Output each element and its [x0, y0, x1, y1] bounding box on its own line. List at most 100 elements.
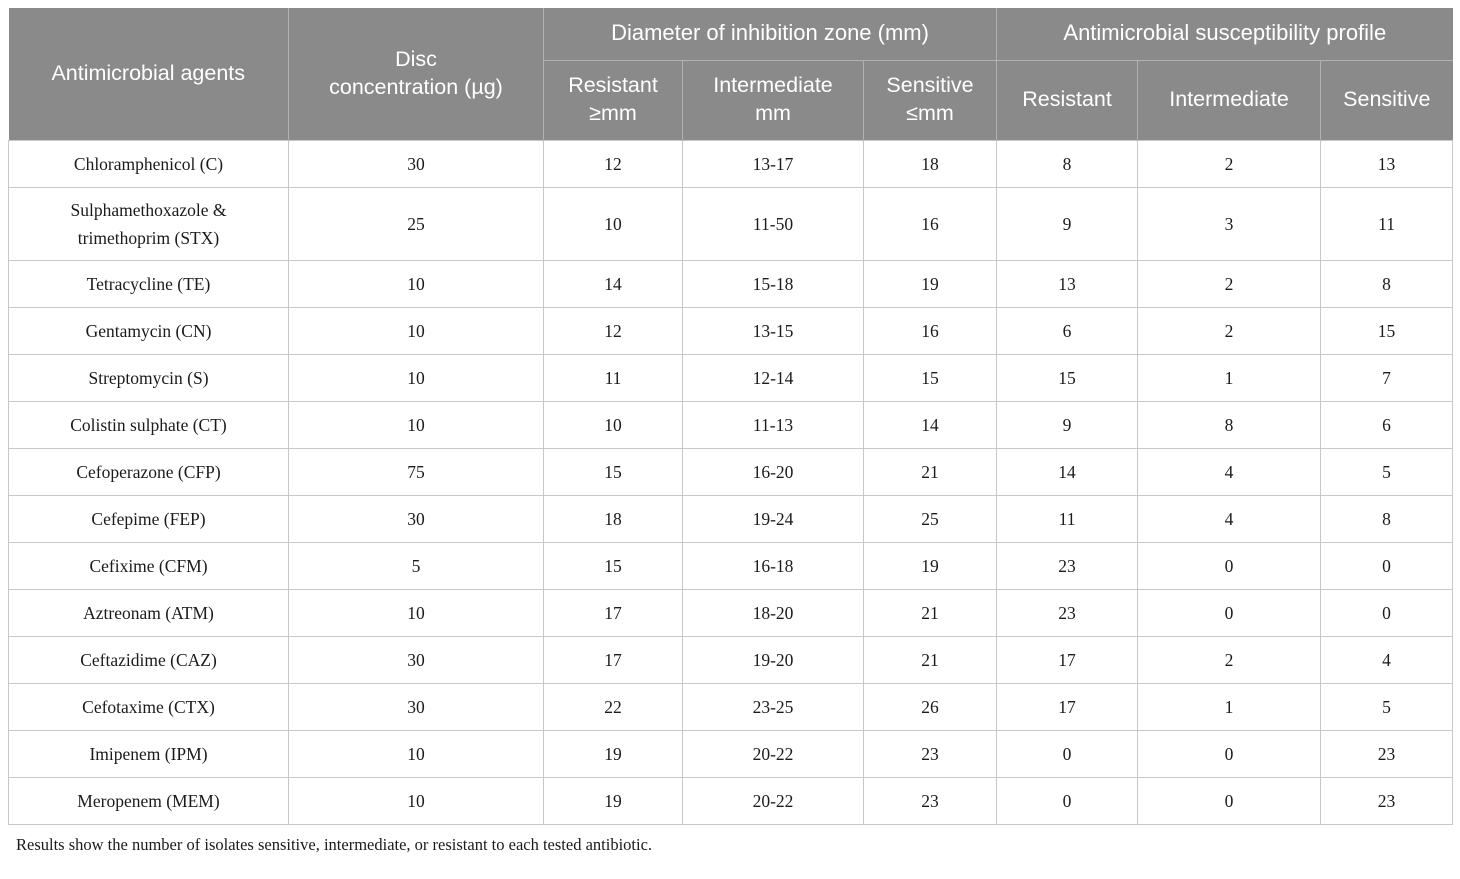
- table-row: Meropenem (MEM) 10 19 20-22 23 0 0 23: [8, 776, 1454, 825]
- table-cell: 2: [1137, 635, 1322, 684]
- cell-agent-name: Tetracycline (TE): [8, 259, 289, 308]
- table-footnote: Results show the number of isolates sens…: [16, 834, 653, 854]
- subheader-zone-sensitive: Sensitive ≤mm: [863, 60, 998, 140]
- table-cell: 11: [996, 494, 1139, 543]
- table-cell: 18: [543, 494, 683, 543]
- cell-agent-name: Cefixime (CFM): [8, 541, 289, 590]
- cell-agent-name: Streptomycin (S): [8, 353, 289, 402]
- table-cell: 15: [543, 541, 683, 590]
- table-row: Colistin sulphate (CT) 10 10 11-13 14 9 8 6: [8, 400, 1454, 449]
- table-cell: 16-20: [682, 447, 864, 496]
- table-cell: 18: [862, 139, 998, 188]
- susceptibility-table: Antimicrobial agents Disc concentration …: [8, 8, 1454, 825]
- table-cell: 23: [862, 729, 998, 778]
- table-cell: 16: [862, 186, 998, 261]
- table-row: Cefoperazone (CFP) 75 15 16-20 21 14 4 5: [8, 447, 1454, 496]
- table-cell: 7: [1320, 353, 1454, 402]
- table-cell: 22: [543, 682, 683, 731]
- table-cell: 10: [288, 353, 544, 402]
- header-disc-concentration: Disc concentration (µg): [288, 8, 544, 140]
- table-cell: 19: [862, 541, 998, 590]
- table-row: Cefotaxime (CTX) 30 22 23-25 26 17 1 5: [8, 682, 1454, 731]
- table-cell: 19: [543, 729, 683, 778]
- table-cell: 13: [1320, 139, 1454, 188]
- table-cell: 5: [288, 541, 544, 590]
- cell-agent-name: Colistin sulphate (CT): [8, 400, 289, 449]
- table-cell: 12-14: [682, 353, 864, 402]
- table-cell: 14: [996, 447, 1139, 496]
- table-row: Cefepime (FEP) 30 18 19-24 25 11 4 8: [8, 494, 1454, 543]
- table-cell: 0: [1137, 588, 1322, 637]
- table-cell: 8: [1320, 494, 1454, 543]
- table-cell: 8: [1320, 259, 1454, 308]
- table-cell: 6: [996, 306, 1139, 355]
- table-cell: 4: [1137, 447, 1322, 496]
- header-group-inhibition-zone: Diameter of inhibition zone (mm): [543, 8, 998, 61]
- table-cell: 23: [1320, 776, 1454, 825]
- table-cell: 19: [543, 776, 683, 825]
- table-cell: 5: [1320, 682, 1454, 731]
- table-cell: 13-17: [682, 139, 864, 188]
- table-cell: 0: [996, 729, 1139, 778]
- table-cell: 23: [862, 776, 998, 825]
- table-cell: 19-20: [682, 635, 864, 684]
- table-cell: 13-15: [682, 306, 864, 355]
- table-cell: 17: [543, 635, 683, 684]
- header-antimicrobial-agents: Antimicrobial agents: [8, 8, 289, 140]
- table-cell: 0: [1137, 541, 1322, 590]
- table-cell: 1: [1137, 353, 1322, 402]
- header-sub-row: Resistant ≥mm Intermediate mm Sensitive …: [9, 60, 1453, 140]
- table-cell: 0: [1137, 776, 1322, 825]
- cell-agent-name: Sulphamethoxazole & trimethoprim (STX): [8, 186, 289, 261]
- table-cell: 14: [862, 400, 998, 449]
- table-header: Antimicrobial agents Disc concentration …: [8, 8, 1453, 140]
- cell-agent-name: Imipenem (IPM): [8, 729, 289, 778]
- table-cell: 17: [543, 588, 683, 637]
- table-cell: 10: [288, 729, 544, 778]
- table-cell: 20-22: [682, 729, 864, 778]
- table-cell: 10: [288, 306, 544, 355]
- table-cell: 3: [1137, 186, 1322, 261]
- subheader-zone-resistant: Resistant ≥mm: [543, 60, 683, 140]
- table-cell: 14: [543, 259, 683, 308]
- cell-agent-name: Ceftazidime (CAZ): [8, 635, 289, 684]
- table-cell: 25: [862, 494, 998, 543]
- table-cell: 15-18: [682, 259, 864, 308]
- table-body: Chloramphenicol (C) 30 12 13-17 18 8 2 13 Sulpha…: [8, 139, 1454, 825]
- table-cell: 30: [288, 139, 544, 188]
- table-cell: 2: [1137, 306, 1322, 355]
- table-cell: 17: [996, 635, 1139, 684]
- header-group-row: Antimicrobial agents Disc concentration …: [8, 8, 1453, 140]
- table-cell: 21: [862, 588, 998, 637]
- table-cell: 30: [288, 494, 544, 543]
- cell-agent-name: Cefotaxime (CTX): [8, 682, 289, 731]
- table-cell: 19: [862, 259, 998, 308]
- table-cell: 20-22: [682, 776, 864, 825]
- table-cell: 23-25: [682, 682, 864, 731]
- table-cell: 16-18: [682, 541, 864, 590]
- table-cell: 0: [1320, 541, 1454, 590]
- table-row: Imipenem (IPM) 10 19 20-22 23 0 0 23: [8, 729, 1454, 778]
- table-cell: 11-13: [682, 400, 864, 449]
- table-cell: 15: [996, 353, 1139, 402]
- table-cell: 15: [862, 353, 998, 402]
- cell-agent-name: Meropenem (MEM): [8, 776, 289, 825]
- table-cell: 0: [1320, 588, 1454, 637]
- table-cell: 30: [288, 635, 544, 684]
- table-cell: 26: [862, 682, 998, 731]
- table-cell: 21: [862, 447, 998, 496]
- table-cell: 30: [288, 682, 544, 731]
- table-row: Aztreonam (ATM) 10 17 18-20 21 23 0 0: [8, 588, 1454, 637]
- cell-agent-name: Gentamycin (CN): [8, 306, 289, 355]
- cell-agent-name: Aztreonam (ATM): [8, 588, 289, 637]
- table-cell: 18-20: [682, 588, 864, 637]
- table-cell: 0: [996, 776, 1139, 825]
- table-cell: 23: [996, 588, 1139, 637]
- table-cell: 11: [543, 353, 683, 402]
- page-container: Antimicrobial agents Disc concentration …: [8, 8, 1454, 854]
- table-cell: 12: [543, 139, 683, 188]
- table-cell: 23: [1320, 729, 1454, 778]
- subheader-profile-sensitive: Sensitive: [1320, 60, 1453, 140]
- table-cell: 10: [288, 400, 544, 449]
- table-cell: 6: [1320, 400, 1454, 449]
